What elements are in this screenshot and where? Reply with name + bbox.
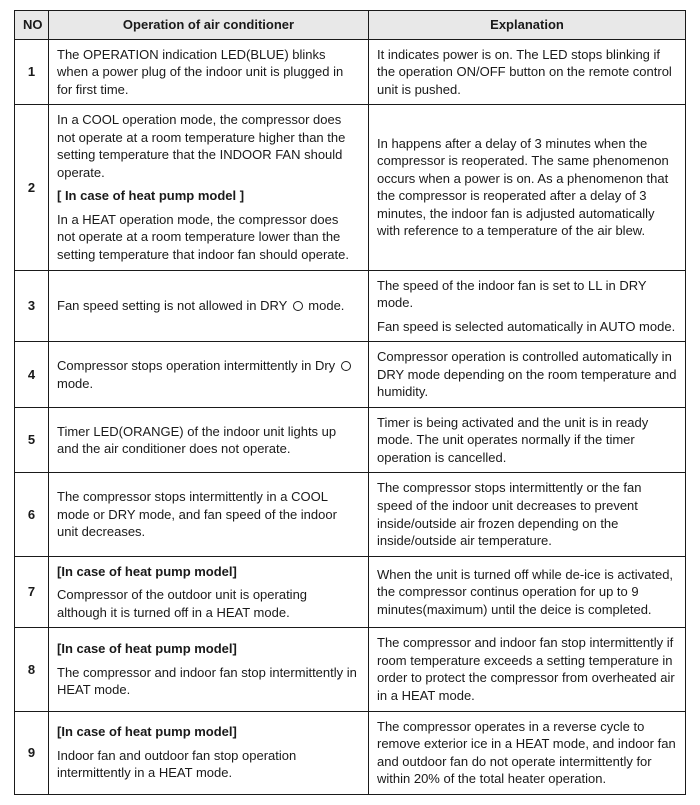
explanation-cell: In happens after a delay of 3 minutes wh… <box>369 105 686 270</box>
table-row: 8 [In case of heat pump model] The compres… <box>15 628 686 711</box>
page: NO Operation of air conditioner Explanat… <box>0 0 700 805</box>
explanation-cell: The compressor and indoor fan stop inter… <box>369 628 686 711</box>
text: The compressor stops intermittently or t… <box>377 479 677 549</box>
text: In a HEAT operation mode, the compressor… <box>57 211 360 264</box>
row-number: 4 <box>15 342 49 408</box>
explanation-cell: Compressor operation is controlled autom… <box>369 342 686 408</box>
text: Indoor fan and outdoor fan stop operatio… <box>57 747 360 782</box>
row-number: 7 <box>15 556 49 628</box>
table-row: 6The compressor stops intermittently in … <box>15 473 686 556</box>
operation-cell: [In case of heat pump model] Indoor fan a… <box>49 711 369 794</box>
table-row: 9 [In case of heat pump model] Indoor fan … <box>15 711 686 794</box>
explanation-cell: When the unit is turned off while de-ice… <box>369 556 686 628</box>
operation-cell: [In case of heat pump model] The compress… <box>49 628 369 711</box>
air-conditioner-table: NO Operation of air conditioner Explanat… <box>14 10 686 795</box>
subheading: [In case of heat pump model] <box>57 640 360 658</box>
subheading: [ In case of heat pump model ] <box>57 187 360 205</box>
row-number: 8 <box>15 628 49 711</box>
table-row: 3 Fan speed setting is not allowed in DRY… <box>15 270 686 342</box>
row-number: 5 <box>15 407 49 473</box>
row-number: 3 <box>15 270 49 342</box>
operation-cell: [In case of heat pump model] Compressor o… <box>49 556 369 628</box>
operation-cell: Compressor stops operation intermittentl… <box>49 342 369 408</box>
text: It indicates power is on. The LED stops … <box>377 46 677 99</box>
row-number: 6 <box>15 473 49 556</box>
text: Fan speed setting is not allowed in DRY … <box>57 297 360 315</box>
text: The OPERATION indication LED(BLUE) blink… <box>57 46 360 99</box>
subheading: [In case of heat pump model] <box>57 723 360 741</box>
table-header-row: NO Operation of air conditioner Explanat… <box>15 11 686 40</box>
text: Compressor operation is controlled autom… <box>377 348 677 401</box>
header-operation: Operation of air conditioner <box>49 11 369 40</box>
text: The compressor and indoor fan stop inter… <box>57 664 360 699</box>
operation-cell: Fan speed setting is not allowed in DRY … <box>49 270 369 342</box>
header-explanation: Explanation <box>369 11 686 40</box>
text: Timer LED(ORANGE) of the indoor unit lig… <box>57 423 360 458</box>
header-no: NO <box>15 11 49 40</box>
table-row: 5Timer LED(ORANGE) of the indoor unit li… <box>15 407 686 473</box>
row-number: 9 <box>15 711 49 794</box>
dry-mode-icon <box>292 299 304 311</box>
text: In a COOL operation mode, the compressor… <box>57 111 360 181</box>
text: Timer is being activated and the unit is… <box>377 414 677 467</box>
text: Fan speed is selected automatically in A… <box>377 318 677 336</box>
text: Compressor stops operation intermittentl… <box>57 357 360 392</box>
row-number: 2 <box>15 105 49 270</box>
explanation-cell: The compressor operates in a reverse cyc… <box>369 711 686 794</box>
text: The compressor stops intermittently in a… <box>57 488 360 541</box>
table-row: 4Compressor stops operation intermittent… <box>15 342 686 408</box>
explanation-cell: Timer is being activated and the unit is… <box>369 407 686 473</box>
explanation-cell: The compressor stops intermittently or t… <box>369 473 686 556</box>
text: The compressor operates in a reverse cyc… <box>377 718 677 788</box>
explanation-cell: The speed of the indoor fan is set to LL… <box>369 270 686 342</box>
operation-cell: The compressor stops intermittently in a… <box>49 473 369 556</box>
operation-cell: In a COOL operation mode, the compressor… <box>49 105 369 270</box>
text: The speed of the indoor fan is set to LL… <box>377 277 677 312</box>
explanation-cell: It indicates power is on. The LED stops … <box>369 39 686 105</box>
text: Compressor of the outdoor unit is operat… <box>57 586 360 621</box>
operation-cell: The OPERATION indication LED(BLUE) blink… <box>49 39 369 105</box>
table-row: 1The OPERATION indication LED(BLUE) blin… <box>15 39 686 105</box>
text: When the unit is turned off while de-ice… <box>377 566 677 619</box>
row-number: 1 <box>15 39 49 105</box>
subheading: [In case of heat pump model] <box>57 563 360 581</box>
dry-mode-icon <box>340 359 352 371</box>
text: The compressor and indoor fan stop inter… <box>377 634 677 704</box>
table-row: 2In a COOL operation mode, the compresso… <box>15 105 686 270</box>
text: In happens after a delay of 3 minutes wh… <box>377 135 677 240</box>
operation-cell: Timer LED(ORANGE) of the indoor unit lig… <box>49 407 369 473</box>
table-row: 7 [In case of heat pump model] Compressor … <box>15 556 686 628</box>
